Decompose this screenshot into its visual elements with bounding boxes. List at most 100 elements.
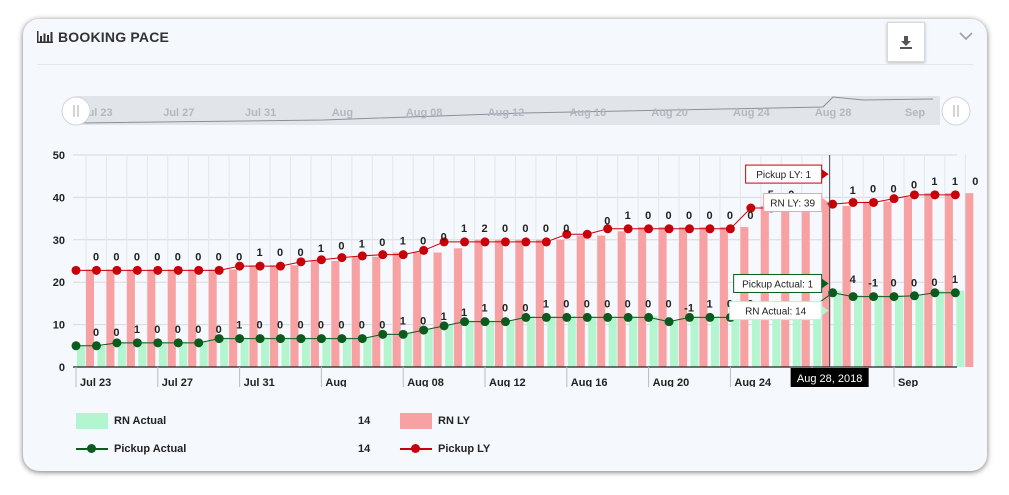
rn-actual-bar[interactable] (588, 316, 597, 367)
pickup-actual-point[interactable] (255, 334, 265, 344)
rn-actual-bar[interactable] (526, 316, 535, 367)
rn-ly-bar[interactable] (249, 265, 258, 367)
pickup-actual-point[interactable] (214, 334, 224, 344)
pickup-actual-point[interactable] (930, 288, 940, 298)
rn-actual-bar[interactable] (199, 341, 208, 367)
rn-ly-bar[interactable] (679, 227, 688, 367)
rn-ly-bar[interactable] (290, 265, 299, 367)
pickup-actual-point[interactable] (153, 338, 163, 348)
pickup-ly-point[interactable] (930, 190, 940, 200)
pickup-ly-point[interactable] (439, 237, 449, 247)
rn-actual-bar[interactable] (874, 294, 883, 367)
rn-actual-bar[interactable] (895, 294, 903, 367)
rn-actual-bar[interactable] (792, 307, 801, 367)
pickup-actual-point[interactable] (357, 334, 367, 344)
rn-ly-bar[interactable] (883, 201, 892, 367)
rn-actual-bar[interactable] (854, 294, 863, 367)
pickup-ly-point[interactable] (255, 261, 265, 271)
rn-actual-bar[interactable] (404, 333, 413, 367)
pickup-actual-point[interactable] (460, 317, 470, 327)
pickup-ly-point[interactable] (746, 203, 756, 213)
legend-item[interactable]: RN LY (400, 413, 470, 429)
rn-ly-bar[interactable] (392, 252, 401, 367)
rn-ly-bar[interactable] (474, 239, 483, 367)
pickup-actual-point[interactable] (705, 312, 715, 322)
pickup-ly-point[interactable] (500, 237, 510, 247)
rn-actual-bar[interactable] (240, 337, 249, 367)
pickup-ly-point[interactable] (521, 237, 531, 247)
pickup-ly-point[interactable] (909, 190, 919, 200)
rn-ly-bar[interactable] (535, 239, 544, 367)
rn-ly-bar[interactable] (454, 248, 463, 367)
pickup-ly-point[interactable] (296, 257, 306, 267)
pickup-actual-point[interactable] (480, 317, 490, 327)
pickup-actual-point[interactable] (582, 312, 592, 322)
rn-ly-bar[interactable] (147, 269, 156, 367)
rn-ly-bar[interactable] (658, 227, 667, 367)
pickup-actual-point[interactable] (91, 341, 101, 351)
pickup-ly-point[interactable] (276, 261, 285, 271)
pickup-ly-point[interactable] (194, 265, 204, 275)
rn-actual-bar[interactable] (813, 307, 822, 367)
pickup-actual-point[interactable] (603, 312, 613, 322)
pickup-actual-point[interactable] (439, 321, 449, 331)
rn-actual-bar[interactable] (465, 320, 474, 367)
rn-actual-bar[interactable] (649, 316, 658, 367)
rn-ly-bar[interactable] (863, 201, 872, 367)
pickup-actual-point[interactable] (337, 334, 347, 344)
pickup-ly-point[interactable] (705, 224, 715, 234)
pickup-ly-point[interactable] (848, 197, 858, 207)
pickup-actual-point[interactable] (644, 312, 654, 322)
pickup-ly-point[interactable] (235, 261, 245, 271)
pickup-actual-point[interactable] (950, 288, 960, 298)
rn-ly-bar[interactable] (126, 269, 135, 367)
pickup-actual-point[interactable] (235, 334, 245, 344)
pickup-ly-point[interactable] (378, 250, 388, 260)
pickup-ly-point[interactable] (889, 194, 899, 204)
rn-ly-bar[interactable] (433, 252, 442, 367)
pickup-ly-point[interactable] (316, 255, 326, 265)
rn-actual-bar[interactable] (77, 345, 85, 367)
rn-ly-bar[interactable] (188, 269, 197, 367)
rn-actual-bar[interactable] (363, 337, 372, 367)
rn-ly-bar[interactable] (924, 193, 933, 367)
rn-actual-bar[interactable] (445, 324, 454, 367)
pickup-ly-point[interactable] (828, 199, 838, 209)
rn-actual-bar[interactable] (506, 320, 515, 367)
rn-actual-bar[interactable] (608, 316, 617, 367)
chevron-down-icon[interactable] (959, 31, 973, 41)
rn-actual-bar[interactable] (424, 328, 433, 367)
legend-item[interactable]: RN Actual (76, 413, 166, 429)
pickup-ly-point[interactable] (173, 265, 183, 275)
pickup-ly-point[interactable] (337, 253, 347, 263)
legend-item[interactable]: Pickup LY (400, 441, 490, 457)
pickup-actual-point[interactable] (685, 312, 694, 322)
rn-ly-bar[interactable] (270, 265, 279, 367)
rn-actual-bar[interactable] (281, 337, 290, 367)
pickup-actual-point[interactable] (562, 312, 572, 322)
rn-actual-bar[interactable] (322, 337, 331, 367)
rn-ly-bar[interactable] (699, 227, 708, 367)
pickup-ly-point[interactable] (91, 265, 101, 275)
rn-actual-bar[interactable] (486, 320, 494, 367)
rn-ly-bar[interactable] (372, 256, 381, 367)
rn-ly-bar[interactable] (576, 235, 585, 367)
rn-ly-bar[interactable] (556, 239, 565, 367)
navigator-right-handle[interactable] (941, 96, 971, 126)
pickup-actual-point[interactable] (194, 338, 204, 348)
pickup-ly-point[interactable] (725, 224, 735, 234)
rn-actual-bar[interactable] (751, 311, 760, 367)
rn-ly-bar[interactable] (944, 193, 953, 367)
pickup-actual-point[interactable] (398, 329, 408, 339)
rn-actual-bar[interactable] (629, 316, 638, 367)
rn-actual-bar[interactable] (220, 337, 229, 367)
navigator-left-handle[interactable] (61, 96, 91, 126)
pickup-actual-point[interactable] (71, 341, 81, 351)
rn-actual-bar[interactable] (261, 337, 270, 367)
rn-ly-bar[interactable] (331, 261, 340, 367)
rn-ly-bar[interactable] (842, 205, 851, 367)
rn-ly-bar[interactable] (167, 269, 176, 367)
rn-actual-bar[interactable] (690, 316, 699, 367)
rn-actual-bar[interactable] (915, 294, 924, 367)
pickup-actual-point[interactable] (500, 317, 510, 327)
